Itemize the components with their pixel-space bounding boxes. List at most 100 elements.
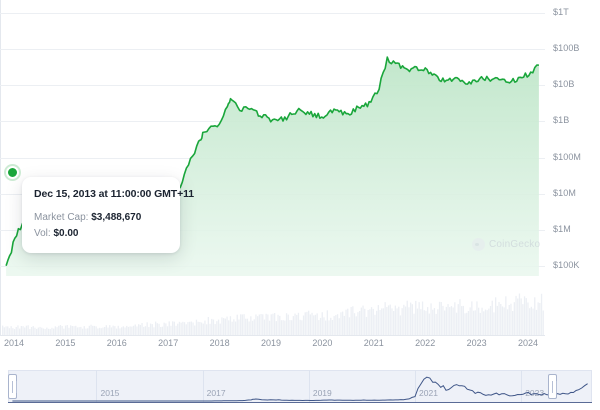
navigator-background[interactable] (8, 370, 592, 403)
volume-bar (309, 314, 311, 335)
volume-bar (8, 328, 11, 335)
volume-bar (525, 298, 527, 335)
volume-bar (326, 310, 328, 335)
volume-bar (272, 313, 274, 335)
volume-bar (476, 301, 478, 335)
volume-bar (109, 325, 111, 335)
volume-bar (291, 320, 293, 335)
range-navigator[interactable]: 2015 2017 2019 2021 2023 (8, 370, 592, 403)
volume-bar (464, 313, 466, 335)
volume-bar (110, 327, 113, 335)
volume-bar (313, 315, 315, 335)
volume-bar (36, 328, 38, 335)
volume-bar (70, 325, 72, 335)
navigator-series (12, 376, 588, 402)
volume-bar (540, 293, 543, 335)
volume-bar (226, 316, 228, 335)
x-axis-tick-label: 2018 (209, 338, 230, 348)
volume-bar (87, 328, 89, 335)
volume-bar (61, 326, 63, 335)
x-axis-tick-label: 2020 (312, 338, 333, 348)
volume-bar (493, 312, 495, 335)
volume-bar (348, 317, 351, 335)
volume-bar (71, 326, 73, 335)
volume-bar (178, 321, 181, 335)
volume-bar (520, 298, 522, 335)
volume-bar (296, 314, 298, 335)
volume-bar (384, 302, 386, 335)
volume-bar (512, 311, 514, 335)
volume-bar (253, 319, 255, 335)
tooltip-market-cap-label: Market Cap: (34, 212, 89, 223)
volume-bar (420, 309, 422, 335)
volume-bar (267, 314, 269, 335)
volume-bar (85, 328, 87, 335)
volume-bar (200, 322, 203, 335)
volume-bar (289, 320, 291, 335)
volume-bar (396, 308, 398, 335)
volume-bar (314, 314, 317, 335)
volume-bar (168, 321, 170, 335)
volume-bar (481, 307, 483, 335)
volume-bar (410, 302, 412, 335)
range-handle-right-icon[interactable] (548, 374, 557, 399)
volume-bar (370, 307, 373, 335)
volume-bar (88, 325, 90, 335)
volume-bar (421, 301, 424, 335)
volume-bar (355, 316, 357, 335)
volume-bar (122, 326, 124, 335)
volume-bar (246, 318, 249, 335)
volume-bar (532, 308, 534, 335)
volume-bar (360, 307, 362, 335)
volume-bar (285, 313, 288, 335)
volume-bar (10, 326, 12, 335)
x-axis-tick-label: 2015 (55, 338, 76, 348)
volume-bar (302, 315, 305, 335)
volume-bar (172, 321, 174, 335)
volume-bar (53, 328, 55, 335)
volume-bar (7, 326, 9, 335)
gridline (0, 49, 545, 51)
volume-bar (518, 293, 521, 335)
tooltip-volume-label: Vol: (34, 228, 51, 239)
volume-bar (245, 318, 247, 335)
y-axis-tick-label: $1B (553, 115, 570, 126)
volume-bar (447, 304, 449, 335)
chart-plot-area[interactable] (0, 0, 545, 336)
tooltip-date: Dec 15, 2013 at 11:00:00 GMT+11 (34, 188, 195, 200)
volume-bar (399, 315, 402, 335)
navigator-tick-label: 2015 (100, 388, 120, 398)
volume-bar (328, 320, 330, 335)
volume-bar (345, 309, 347, 335)
volume-bar (539, 303, 541, 335)
volume-bar (428, 313, 430, 335)
volume-bar (27, 325, 29, 335)
y-axis-tick-label: $100K (553, 260, 580, 270)
volume-bar (216, 321, 218, 335)
volume-bar (199, 322, 201, 335)
volume-bar (98, 327, 101, 335)
volume-bar (165, 323, 167, 335)
volume-bar (160, 327, 162, 335)
volume-bar (194, 325, 196, 335)
volume-bar (282, 320, 284, 335)
volume-bar (365, 316, 368, 335)
tooltip-volume-row: Vol: $0.00 (34, 226, 168, 241)
y-axis-tick-label: $100M (553, 151, 582, 162)
y-axis-tick-label: $10B (553, 79, 575, 90)
volume-bar (37, 327, 39, 335)
volume-bar (323, 317, 325, 335)
volume-bar (219, 323, 221, 335)
volume-bar (25, 325, 28, 335)
navigator-separator (415, 370, 417, 403)
volume-bar (197, 321, 199, 335)
volume-bar (352, 306, 354, 335)
volume-bar (299, 319, 301, 335)
volume-bar (461, 306, 463, 335)
volume-bar (438, 301, 441, 335)
volume-bar (382, 308, 385, 335)
volume-bar (224, 318, 226, 335)
range-handle-left-icon[interactable] (8, 374, 17, 399)
volume-bar (277, 314, 279, 335)
volume-bar (523, 296, 526, 335)
